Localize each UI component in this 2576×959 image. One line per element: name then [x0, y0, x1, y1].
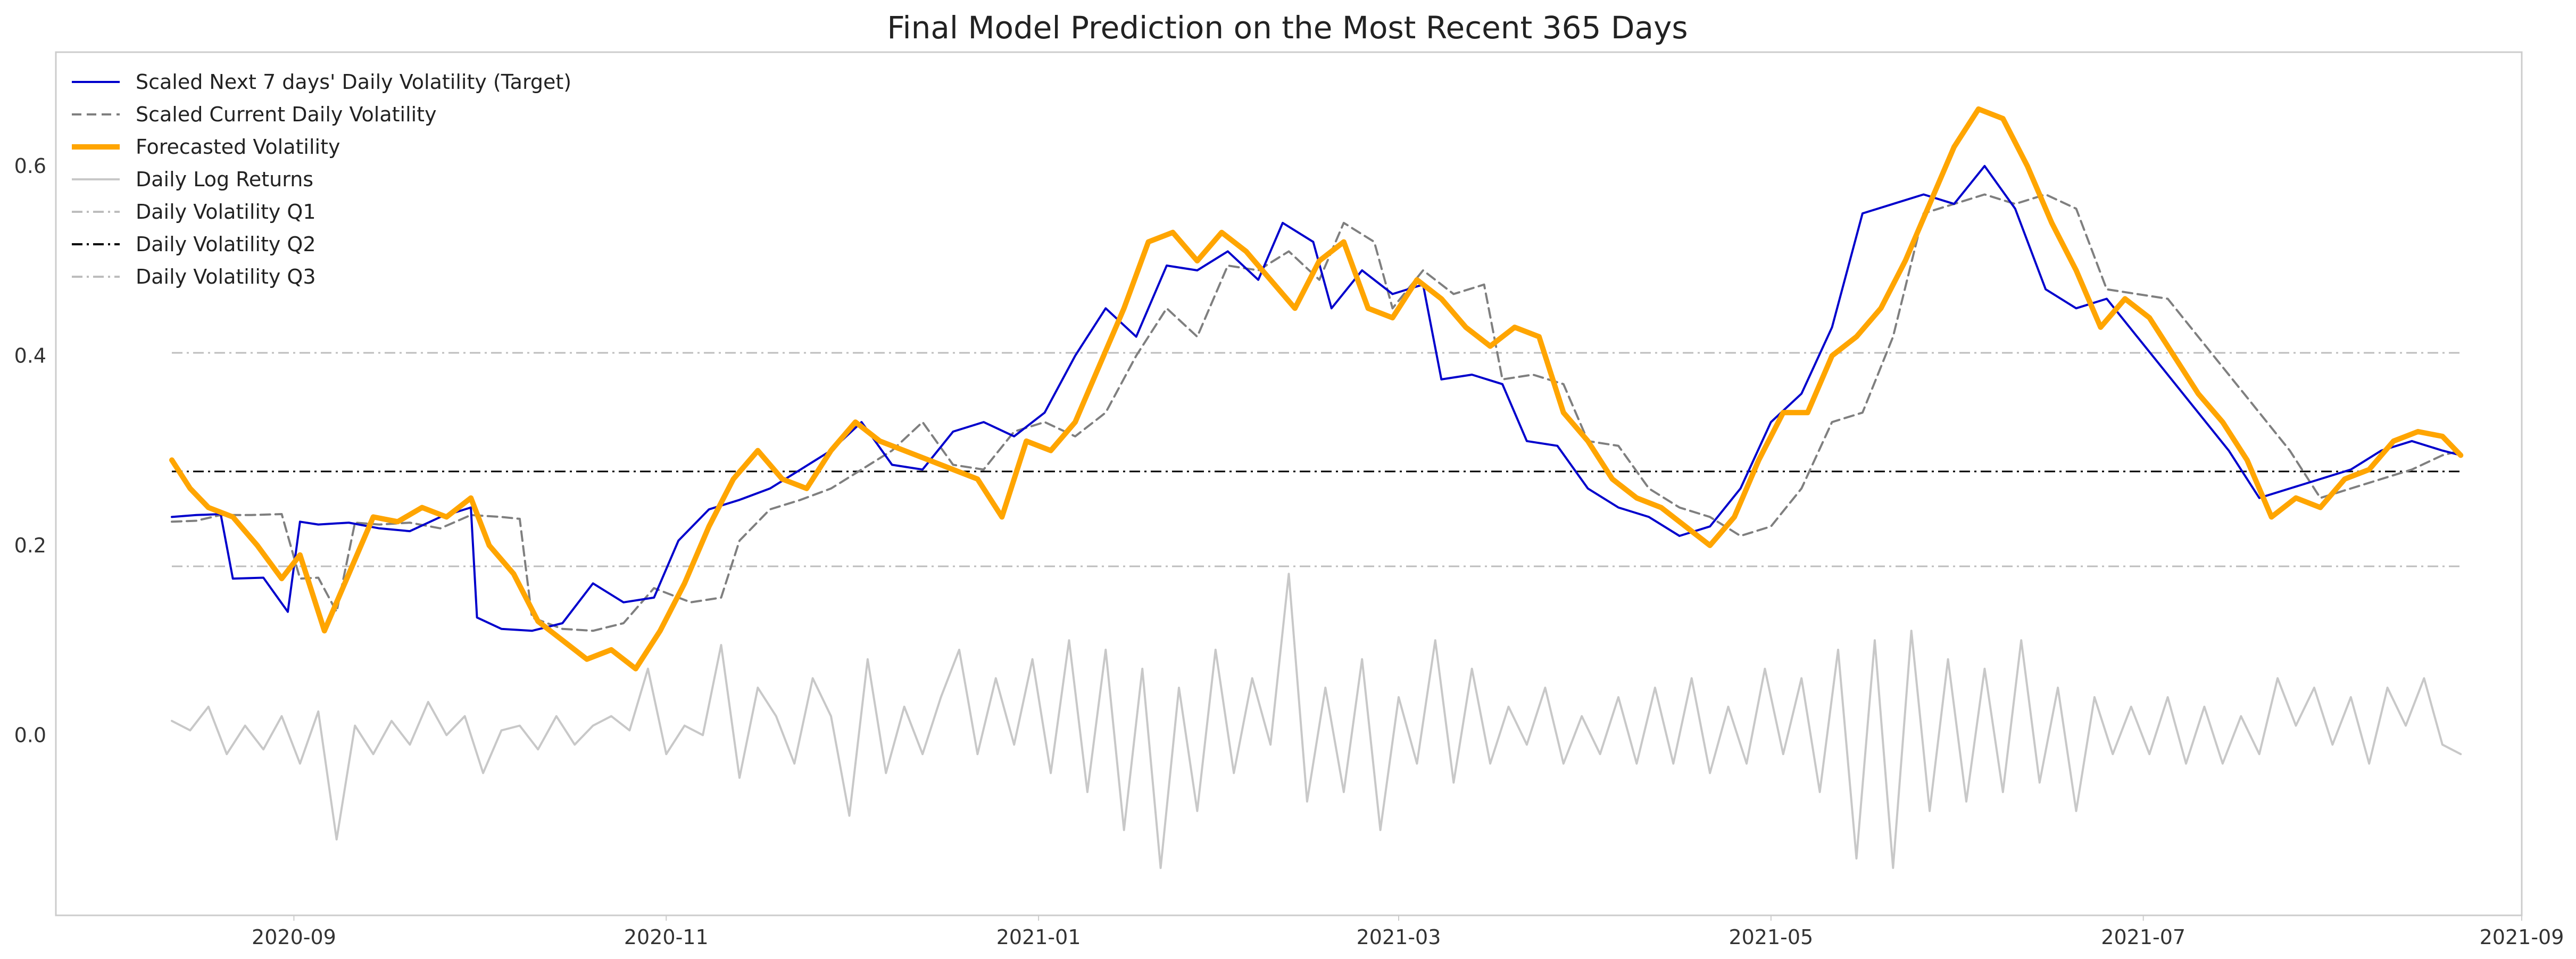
y-tick-label: 0.0: [14, 723, 46, 747]
x-tick-label: 2021-07: [2101, 925, 2186, 949]
x-tick-label: 2021-03: [1357, 925, 1441, 949]
y-tick-label: 0.6: [14, 154, 46, 178]
series-lines: [169, 106, 2464, 869]
y-tick-label: 0.4: [14, 344, 46, 367]
x-tick-label: 2021-01: [996, 925, 1081, 949]
legend-label-scaled-current-daily-volatility: Scaled Current Daily Volatility: [136, 103, 437, 126]
series-line-forecasted-volatility: [169, 106, 2464, 672]
legend-label-scaled-next-7-days-daily-volatility-target: Scaled Next 7 days' Daily Volatility (Ta…: [136, 70, 571, 94]
legend-label-daily-volatility-q2: Daily Volatility Q2: [136, 233, 316, 256]
legend-label-forecasted-volatility: Forecasted Volatility: [136, 135, 340, 159]
x-axis-ticks: 2020-09 2020-11 2021-01 2021-03 2021-05 2021-…: [252, 915, 2564, 949]
legend-label-daily-volatility-q1: Daily Volatility Q1: [136, 200, 316, 224]
y-axis-ticks: 0.0 0.2 0.4 0.6: [14, 154, 46, 747]
x-tick-label: 2021-05: [1729, 925, 1813, 949]
y-tick-label: 0.2: [14, 534, 46, 557]
legend: Scaled Next 7 days' Daily Volatility (Ta…: [72, 70, 571, 288]
legend-label-daily-volatility-q3: Daily Volatility Q3: [136, 265, 316, 288]
reference-lines: [171, 352, 2461, 567]
legend-label-daily-log-returns: Daily Log Returns: [136, 168, 313, 191]
series-line-daily-log-returns: [171, 573, 2462, 869]
x-tick-label: 2020-09: [252, 925, 336, 949]
x-tick-label: 2020-11: [624, 925, 709, 949]
series-line-scaled-current-daily-volatility: [171, 193, 2462, 632]
plot-area: [55, 51, 2523, 916]
chart-title: Final Model Prediction on the Most Recen…: [887, 10, 1688, 46]
series-line-scaled-next-7-days-daily-volatility-target: [171, 164, 2462, 632]
x-tick-label: 2021-09: [2480, 925, 2564, 949]
